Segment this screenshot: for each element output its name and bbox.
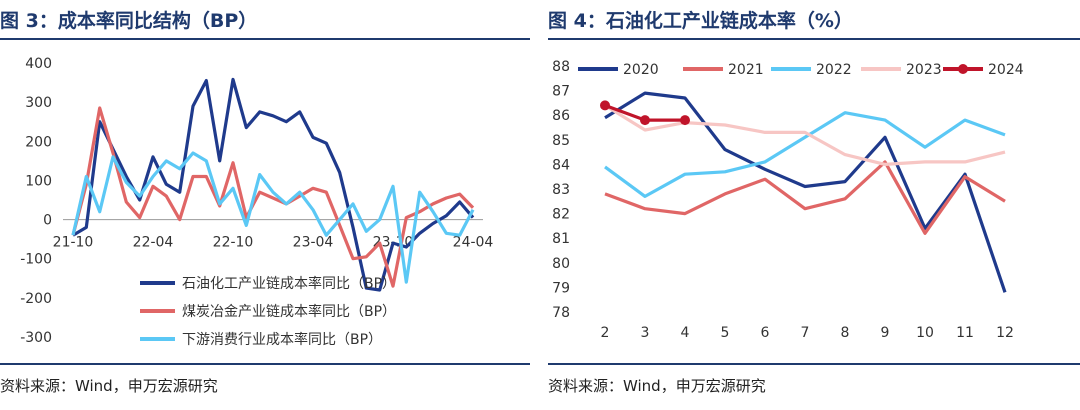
left-series-line-2 — [71, 106, 475, 288]
right-y-tick-label: 83 — [552, 182, 570, 198]
right-x-tick-label: 12 — [996, 325, 1014, 341]
left-y-tick-label: 400 — [25, 56, 52, 72]
right-y-tick-label: 88 — [552, 59, 570, 75]
left-y-tick-label: -300 — [20, 330, 52, 346]
right-y-tick-label: 84 — [552, 157, 570, 173]
right-y-tick-label: 79 — [552, 280, 570, 296]
left-title-rule — [0, 38, 530, 40]
right-chart-panel: 图 4：石油化工产业链成本率（%） 88 87 86 85 84 83 82 81 80 79 78… — [548, 0, 1080, 410]
right-x-tick-label: 7 — [801, 325, 810, 341]
right-series-line-2020 — [604, 91, 1007, 293]
right-legend-label: 2024 — [988, 62, 1024, 78]
left-legend-label: 石油化工产业链成本率同比（BP） — [182, 275, 396, 292]
left-series-line-3 — [71, 151, 475, 284]
right-series-marker-2024 — [600, 100, 610, 111]
left-y-tick-label: -100 — [20, 252, 52, 268]
right-x-tick-label: 10 — [916, 325, 934, 341]
right-x-tick-label: 5 — [721, 325, 730, 341]
left-y-tick-label: 300 — [25, 95, 52, 111]
right-series-line-2021 — [604, 160, 1006, 235]
left-series-line-1 — [72, 77, 475, 292]
left-source-rule — [0, 363, 530, 365]
left-legend-label: 煤炭冶金产业链成本率同比（BP） — [182, 303, 396, 320]
right-x-tick-label: 2 — [601, 325, 610, 341]
right-y-tick-label: 78 — [552, 305, 570, 321]
right-y-tick-label: 81 — [552, 231, 570, 247]
left-y-tick-label: 200 — [25, 134, 52, 150]
right-series-line-2022 — [604, 111, 1006, 198]
right-legend-label: 2022 — [816, 62, 852, 78]
left-y-tick-label: -200 — [20, 291, 52, 307]
right-legend-label: 2023 — [906, 62, 942, 78]
right-series-marker-2024 — [640, 115, 650, 126]
right-series-marker-2024 — [680, 115, 690, 126]
right-title-rule — [548, 38, 1080, 40]
left-legend-label: 下游消费行业成本率同比（BP） — [182, 331, 382, 348]
left-chart-panel: 图 3：成本率同比结构（BP） 400 300 200 100 0 -100 -200 -30… — [0, 0, 530, 410]
right-chart-title: 图 4：石油化工产业链成本率（%） — [548, 10, 853, 32]
right-source-rule — [548, 363, 1080, 365]
right-y-tick-label: 80 — [552, 256, 570, 272]
left-y-tick-label: 100 — [25, 173, 52, 189]
left-x-tick-label: 24-04 — [453, 235, 494, 251]
right-legend-label: 2021 — [728, 62, 764, 78]
right-x-tick-label: 11 — [956, 325, 974, 341]
right-legend-marker — [958, 64, 968, 74]
left-chart-svg: 400 300 200 100 0 -100 -200 -300 21-10 22-04 22-10… — [20, 56, 494, 348]
right-x-tick-label: 8 — [841, 325, 850, 341]
left-x-tick-label: 23-04 — [293, 235, 334, 251]
right-series-line-2023 — [604, 104, 1006, 166]
right-y-tick-label: 86 — [552, 108, 570, 124]
right-source-note: 资料来源：Wind，申万宏源研究 — [548, 377, 766, 395]
left-chart-title: 图 3：成本率同比结构（BP） — [0, 10, 258, 32]
right-legend-label: 2020 — [623, 62, 659, 78]
right-x-tick-label: 9 — [881, 325, 890, 341]
right-x-tick-label: 4 — [681, 325, 690, 341]
left-y-tick-label: 0 — [43, 213, 52, 229]
left-x-tick-label: 22-04 — [133, 235, 174, 251]
right-y-tick-label: 85 — [552, 133, 570, 149]
right-y-tick-label: 87 — [552, 84, 570, 100]
right-x-tick-label: 6 — [761, 325, 770, 341]
right-y-tick-label: 82 — [552, 207, 570, 223]
left-source-note: 资料来源：Wind，申万宏源研究 — [0, 377, 218, 395]
left-x-tick-label: 21-10 — [53, 235, 94, 251]
left-x-tick-label: 22-10 — [213, 235, 254, 251]
right-x-tick-label: 3 — [641, 325, 650, 341]
